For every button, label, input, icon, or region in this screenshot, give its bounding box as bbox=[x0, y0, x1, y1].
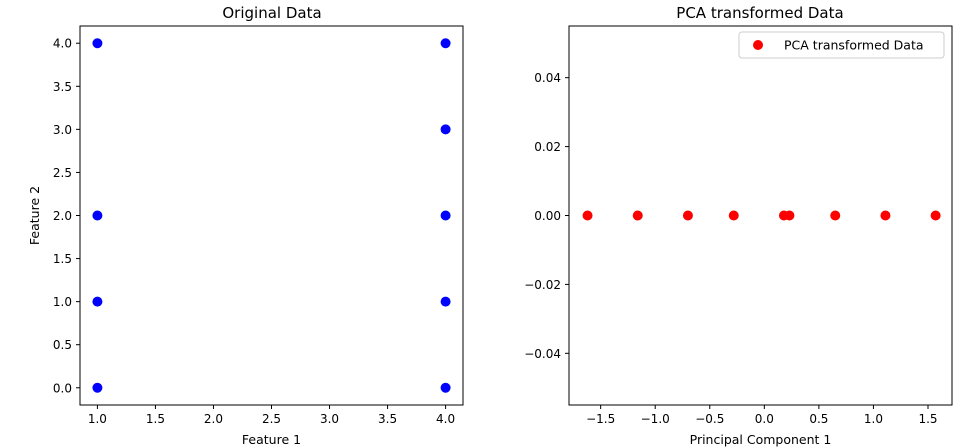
y-tick-label: 0.02 bbox=[534, 140, 561, 154]
x-tick-label: 1.0 bbox=[88, 412, 107, 426]
marks-layer bbox=[92, 38, 451, 393]
scatter-point bbox=[728, 210, 739, 221]
x-tick-label: 2.5 bbox=[262, 412, 281, 426]
y-tick-label: 0.5 bbox=[53, 338, 72, 352]
scatter-point bbox=[582, 210, 593, 221]
scatter-point bbox=[440, 296, 451, 307]
scatter-point bbox=[92, 382, 103, 393]
x-tick-label: 2.0 bbox=[204, 412, 223, 426]
x-tick-label: 3.0 bbox=[320, 412, 339, 426]
y-tick-label: 4.0 bbox=[53, 37, 72, 51]
x-tick-label: −1.5 bbox=[586, 412, 615, 426]
x-tick-label: 1.5 bbox=[918, 412, 937, 426]
x-tick-label: 4.0 bbox=[436, 412, 455, 426]
chart-title: Original Data bbox=[222, 4, 321, 22]
pca-transformed-chart: PCA transformed Data −1.5 −1.0 −0.5 0.0 0.5 1… bbox=[524, 4, 953, 447]
scatter-point bbox=[440, 124, 451, 135]
x-axis-label: Feature 1 bbox=[242, 432, 301, 447]
x-tick-label: 1.0 bbox=[864, 412, 883, 426]
legend-box bbox=[738, 31, 945, 59]
scatter-point bbox=[784, 210, 795, 221]
marks-layer bbox=[582, 210, 941, 221]
scatter-point bbox=[632, 210, 643, 221]
x-tick-label: 1.5 bbox=[146, 412, 165, 426]
scatter-point bbox=[830, 210, 841, 221]
y-tick-label: 1.5 bbox=[53, 252, 72, 266]
tick-layer: −1.5 −1.0 −0.5 0.0 0.5 1.0 1.5 −0.04 −0.02 0.00 0.… bbox=[524, 71, 937, 426]
scatter-point bbox=[440, 210, 451, 221]
y-tick-label: 0.00 bbox=[534, 209, 561, 223]
x-tick-label: 0.0 bbox=[755, 412, 774, 426]
y-tick-label: −0.04 bbox=[524, 347, 561, 361]
chart-title: PCA transformed Data bbox=[676, 4, 843, 22]
legend-marker bbox=[753, 40, 763, 50]
plot-frame bbox=[79, 25, 464, 406]
scatter-point bbox=[92, 296, 103, 307]
tick-layer: 1.0 1.5 2.0 2.5 3.0 3.5 4.0 0.0 0.5 1.0 1.5 2.0 2.5 3… bbox=[53, 37, 455, 426]
scatter-point bbox=[440, 38, 451, 49]
y-tick-label: 0.0 bbox=[53, 381, 72, 395]
x-tick-label: 3.5 bbox=[378, 412, 397, 426]
legend-label: PCA transformed Data bbox=[784, 38, 924, 53]
y-tick-label: 2.0 bbox=[53, 209, 72, 223]
scatter-point bbox=[440, 382, 451, 393]
y-tick-label: 1.0 bbox=[53, 295, 72, 309]
y-tick-label: 2.5 bbox=[53, 166, 72, 180]
y-axis-label: Feature 2 bbox=[27, 186, 42, 245]
x-axis-label: Principal Component 1 bbox=[690, 432, 832, 447]
x-tick-label: −1.0 bbox=[641, 412, 670, 426]
y-tick-label: 3.5 bbox=[53, 80, 72, 94]
original-data-chart: Original Data 1.0 1.5 2.0 2.5 3.0 3.5 4.0 0.0 0.… bbox=[27, 4, 464, 447]
y-tick-label: 3.0 bbox=[53, 123, 72, 137]
legend: PCA transformed Data bbox=[738, 31, 945, 59]
y-tick-label: −0.02 bbox=[524, 278, 561, 292]
scatter-point bbox=[682, 210, 693, 221]
scatter-point bbox=[92, 210, 103, 221]
scatter-point bbox=[92, 38, 103, 49]
scatter-point bbox=[880, 210, 891, 221]
y-tick-label: 0.04 bbox=[534, 71, 561, 85]
scatter-point bbox=[930, 210, 941, 221]
x-tick-label: 0.5 bbox=[809, 412, 828, 426]
plot-frame bbox=[568, 25, 953, 406]
x-tick-label: −0.5 bbox=[695, 412, 724, 426]
